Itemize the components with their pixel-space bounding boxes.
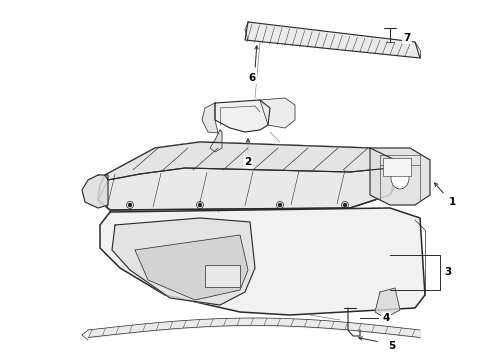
Circle shape [198, 203, 201, 207]
Polygon shape [202, 103, 218, 133]
Polygon shape [210, 130, 222, 152]
Ellipse shape [391, 167, 409, 189]
Polygon shape [82, 175, 108, 208]
Circle shape [278, 203, 281, 207]
Text: 4: 4 [382, 313, 390, 323]
Text: 2: 2 [245, 157, 252, 167]
Polygon shape [98, 142, 400, 210]
Polygon shape [100, 208, 425, 315]
Circle shape [128, 203, 131, 207]
FancyBboxPatch shape [383, 158, 411, 176]
Polygon shape [375, 288, 400, 318]
Polygon shape [245, 22, 420, 58]
Text: 3: 3 [444, 267, 452, 277]
Polygon shape [112, 218, 255, 305]
Polygon shape [105, 142, 395, 180]
Polygon shape [215, 100, 270, 132]
Polygon shape [260, 98, 295, 128]
Text: 6: 6 [248, 73, 256, 83]
Text: 1: 1 [448, 197, 456, 207]
Bar [205, 265, 240, 287]
Polygon shape [370, 148, 430, 205]
Text: 7: 7 [403, 33, 411, 43]
Circle shape [343, 203, 346, 207]
Polygon shape [135, 235, 248, 300]
Polygon shape [98, 168, 395, 210]
Text: 5: 5 [389, 341, 395, 351]
